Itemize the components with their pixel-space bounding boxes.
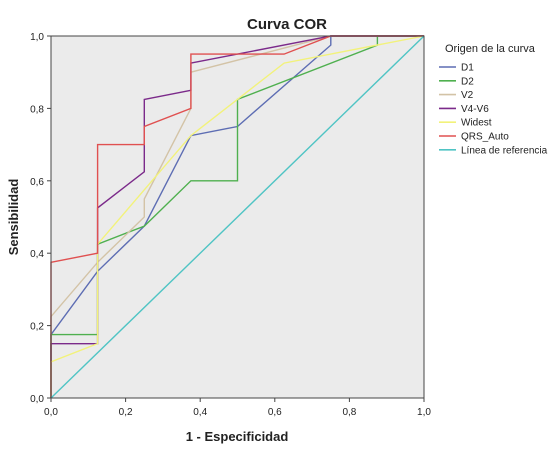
x-tick-label: 1,0 — [417, 407, 431, 418]
series-line-qrs-auto — [50, 35, 424, 398]
series-line-v2 — [50, 35, 424, 398]
x-tick-label: 0,8 — [342, 407, 356, 418]
y-tick-label: 0,8 — [30, 104, 44, 115]
y-axis: 0,0 0,2 0,4 0,6 0,8 1,0 — [30, 32, 51, 405]
legend-item-label: Línea de referencia — [461, 145, 548, 156]
x-tick-label: 0,0 — [44, 407, 58, 418]
legend-item-label: V4-V6 — [461, 104, 489, 115]
legend-item-label: D1 — [461, 63, 474, 74]
plot-frame — [50, 35, 425, 399]
legend-item-label: Widest — [461, 118, 492, 129]
legend-item-label: QRS_Auto — [461, 132, 509, 143]
y-tick-label: 0,6 — [30, 177, 44, 188]
legend: Origen de la curva D1 D2 V2 V4-V6 Widest QRS_… — [439, 43, 548, 156]
legend-item-label: D2 — [461, 76, 474, 87]
y-tick-label: 0,2 — [30, 322, 44, 333]
y-axis-label: Sensibilidad — [6, 179, 21, 256]
legend-title: Origen de la curva — [445, 43, 536, 55]
y-tick-label: 1,0 — [30, 32, 44, 43]
x-tick-label: 0,2 — [119, 407, 133, 418]
legend-item-label: V2 — [461, 90, 474, 101]
series-line-d2 — [50, 35, 424, 398]
y-tick-label: 0,0 — [30, 394, 44, 405]
y-tick-label: 0,4 — [30, 249, 44, 260]
x-tick-label: 0,6 — [268, 407, 282, 418]
chart-title: Curva COR — [247, 16, 327, 33]
series-line-l-nea-de-referencia — [50, 35, 425, 399]
x-tick-label: 0,4 — [193, 407, 207, 418]
x-axis: 0,0 0,2 0,4 0,6 0,8 1,0 — [44, 398, 431, 418]
x-axis-label: 1 - Especificidad — [186, 429, 289, 444]
